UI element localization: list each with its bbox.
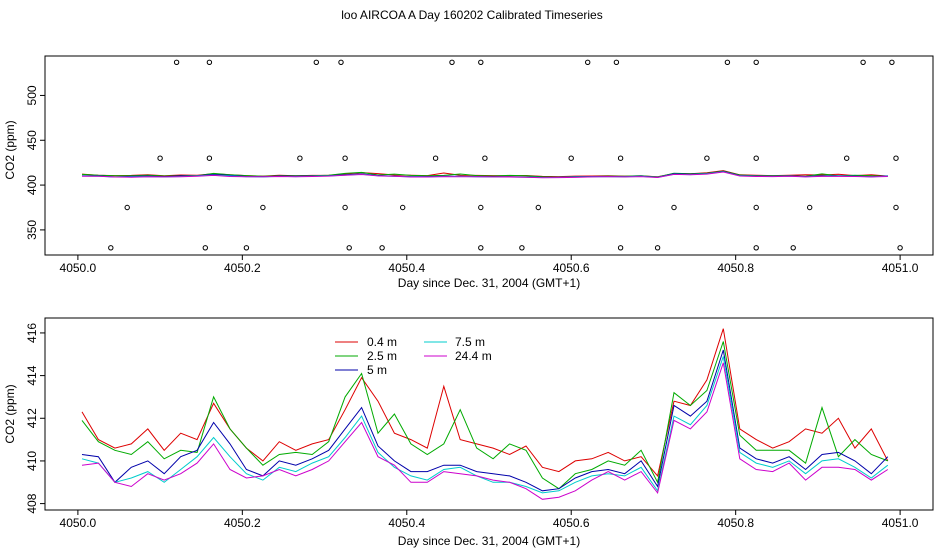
legend: 0.4 m 2.5 m 5 m 7.5 m 24.4 m — [335, 335, 492, 377]
legend-label-5m: 5 m — [367, 363, 387, 377]
bottom-x-axis-label: Day since Dec. 31, 2004 (GMT+1) — [398, 534, 580, 548]
calibration-marker — [206, 155, 213, 161]
series-line-5m — [81, 349, 889, 492]
calibration-marker — [379, 245, 385, 251]
figure-title: loo AIRCOA A Day 160202 Calibrated Times… — [341, 8, 602, 22]
calibration-marker — [704, 155, 710, 161]
bottom-x-tick-label: 4050.8 — [717, 516, 754, 530]
bottom-y-axis: 408 410 412 414 416 — [25, 323, 45, 514]
calibration-marker — [617, 204, 624, 211]
bottom-x-tick-label: 4050.2 — [224, 516, 261, 530]
calibration-marker — [173, 59, 180, 65]
calibration-marker — [449, 59, 455, 65]
calibration-marker — [654, 245, 661, 251]
calibration-marker — [568, 155, 574, 161]
calibration-marker — [617, 155, 624, 161]
calibration-marker — [807, 204, 813, 211]
calibration-marker — [243, 245, 250, 251]
top-plot-frame — [44, 55, 934, 256]
calibration-marker — [535, 204, 541, 211]
calibration-marker — [860, 59, 866, 65]
calibration-marker — [297, 155, 303, 161]
top-x-tick-label: 4050.6 — [553, 261, 590, 275]
legend-label-7-5m: 7.5 m — [455, 335, 485, 349]
series-line-24-4m — [81, 362, 889, 500]
calibration-marker — [338, 59, 344, 65]
bottom-x-tick-label: 4050.0 — [60, 516, 97, 530]
top-x-tick-label: 4050.4 — [388, 261, 425, 275]
bottom-x-tick-label: 4051.0 — [882, 516, 919, 530]
calibration-marker — [753, 59, 759, 65]
top-y-tick-label: 450 — [25, 130, 39, 150]
bottom-x-tick-label: 4050.4 — [388, 516, 425, 530]
calibration-marker — [519, 245, 525, 251]
legend-label-24-4m: 24.4 m — [455, 349, 492, 363]
bottom-plot-series — [81, 328, 889, 500]
bottom-plot-frame — [44, 317, 934, 511]
calibration-marker — [206, 59, 213, 65]
series-line-7-5m — [81, 356, 889, 494]
bottom-y-tick-label: 410 — [25, 451, 39, 471]
bottom-y-axis-label: CO2 (ppm) — [3, 384, 17, 443]
calibration-marker — [893, 204, 899, 211]
calibration-marker — [753, 155, 759, 161]
calibration-marker — [400, 204, 406, 211]
top-y-tick-label: 400 — [25, 175, 39, 195]
series-line-2-5m — [81, 341, 888, 490]
calibration-marker — [313, 59, 319, 65]
top-plot-series — [81, 170, 888, 179]
bottom-x-tick-label: 4050.6 — [553, 516, 590, 530]
top-y-tick-label: 500 — [25, 85, 39, 105]
calibration-marker — [260, 204, 266, 211]
calibration-marker — [897, 245, 903, 251]
calibration-marker — [478, 204, 484, 211]
calibration-marker — [432, 155, 439, 161]
calibration-marker — [753, 245, 759, 251]
top-y-tick-label: 350 — [25, 220, 39, 240]
calibration-marker — [671, 204, 677, 211]
calibration-marker — [157, 155, 163, 161]
top-series-line-24-4m — [81, 171, 888, 179]
bottom-y-tick-label: 408 — [25, 493, 39, 513]
calibration-marker — [585, 59, 591, 65]
top-plot-markers — [108, 59, 903, 251]
calibration-marker — [206, 204, 213, 211]
calibration-marker — [342, 155, 348, 161]
bottom-x-axis: 4050.0 4050.2 4050.4 4050.6 4050.8 4051.0 — [60, 510, 919, 530]
calibration-marker — [724, 59, 731, 65]
top-x-tick-label: 4051.0 — [882, 261, 919, 275]
calibration-marker — [202, 245, 209, 251]
series-line-0-4m — [81, 328, 889, 477]
legend-label-2-5m: 2.5 m — [367, 349, 397, 363]
bottom-y-tick-label: 412 — [25, 408, 39, 428]
calibration-marker — [482, 155, 488, 161]
top-x-tick-label: 4050.0 — [60, 261, 97, 275]
bottom-y-tick-label: 414 — [25, 365, 39, 385]
bottom-y-tick-label: 416 — [25, 323, 39, 343]
top-y-axis: 350 400 450 500 — [25, 85, 45, 240]
calibration-marker — [893, 155, 899, 161]
calibration-marker — [790, 245, 796, 251]
calibration-marker — [478, 59, 484, 65]
calibration-marker — [346, 245, 352, 251]
calibration-marker — [844, 155, 850, 161]
top-y-axis-label: CO2 (ppm) — [3, 120, 17, 179]
calibration-marker — [889, 59, 895, 65]
top-x-tick-label: 4050.2 — [224, 261, 261, 275]
calibration-marker — [342, 204, 348, 211]
legend-label-0-4m: 0.4 m — [367, 335, 397, 349]
calibration-marker — [108, 245, 114, 251]
top-x-axis-label: Day since Dec. 31, 2004 (GMT+1) — [398, 276, 580, 290]
top-x-axis: 4050.0 4050.2 4050.4 4050.6 4050.8 4051.0 — [60, 255, 919, 275]
calibration-marker — [124, 204, 130, 211]
calibration-marker — [478, 245, 484, 251]
calibration-marker — [753, 204, 759, 211]
calibration-marker — [613, 59, 620, 65]
calibration-marker — [617, 245, 624, 251]
top-x-tick-label: 4050.8 — [717, 261, 754, 275]
